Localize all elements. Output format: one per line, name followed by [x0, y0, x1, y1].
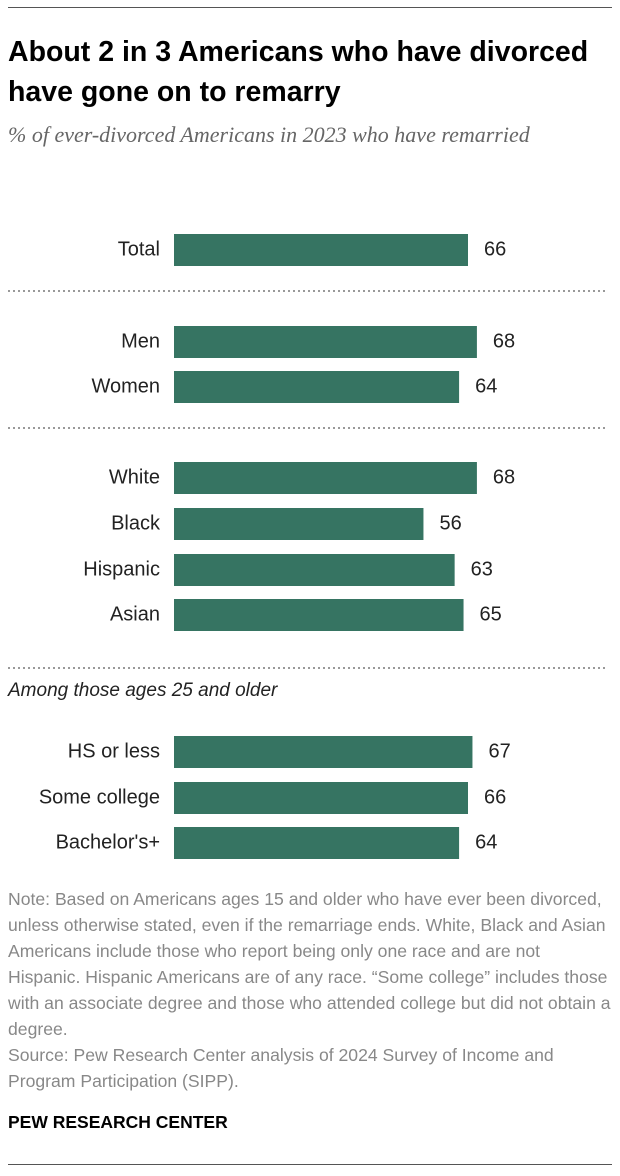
category-label-some-college: Some college [39, 786, 160, 808]
value-label-hs-or-less: 67 [488, 740, 510, 762]
note-text: Note: Based on Americans ages 15 and old… [8, 889, 611, 1039]
chart-subtitle: % of ever-divorced Americans in 2023 who… [8, 122, 530, 147]
category-label-women: Women [91, 375, 160, 397]
value-label-asian: 65 [480, 603, 502, 625]
bar-total [174, 234, 468, 266]
bar-hispanic [174, 554, 455, 586]
value-label-men: 68 [493, 330, 515, 352]
category-label-hs-or-less: HS or less [68, 740, 160, 762]
category-label-hispanic: Hispanic [83, 558, 160, 580]
source-text: Source: Pew Research Center analysis of … [8, 1045, 554, 1091]
group-header: Among those ages 25 and older [7, 680, 278, 701]
bar-some-college [174, 782, 468, 814]
value-label-women: 64 [475, 375, 497, 397]
category-label-black: Black [111, 512, 161, 534]
value-label-black: 56 [439, 512, 461, 534]
bar-asian [174, 599, 464, 631]
chart-title: About 2 in 3 Americans who have divorced… [8, 36, 589, 108]
bar-black [174, 508, 424, 540]
value-label-total: 66 [484, 238, 506, 260]
category-label-bachelor-s: Bachelor's+ [56, 831, 160, 853]
bar-women [174, 371, 460, 403]
bar-chart: Total 66 Men 68 Women 64 White 68 Black 56 Hispani… [7, 234, 606, 859]
category-label-white: White [109, 466, 160, 488]
category-label-asian: Asian [110, 603, 160, 625]
category-label-men: Men [121, 330, 160, 352]
value-label-hispanic: 63 [471, 558, 493, 580]
top-rule [8, 7, 612, 8]
value-label-white: 68 [493, 466, 515, 488]
value-label-bachelor-s: 64 [475, 831, 497, 853]
category-label-total: Total [118, 238, 160, 260]
bottom-rule [8, 1164, 612, 1165]
footnote: Note: Based on Americans ages 15 and old… [8, 886, 612, 1094]
bar-bachelor-s [174, 827, 460, 859]
bar-men [174, 326, 477, 358]
brand-label: PEW RESEARCH CENTER [8, 1112, 228, 1132]
bar-white [174, 462, 477, 494]
value-label-some-college: 66 [484, 786, 506, 808]
bar-hs-or-less [174, 736, 473, 768]
